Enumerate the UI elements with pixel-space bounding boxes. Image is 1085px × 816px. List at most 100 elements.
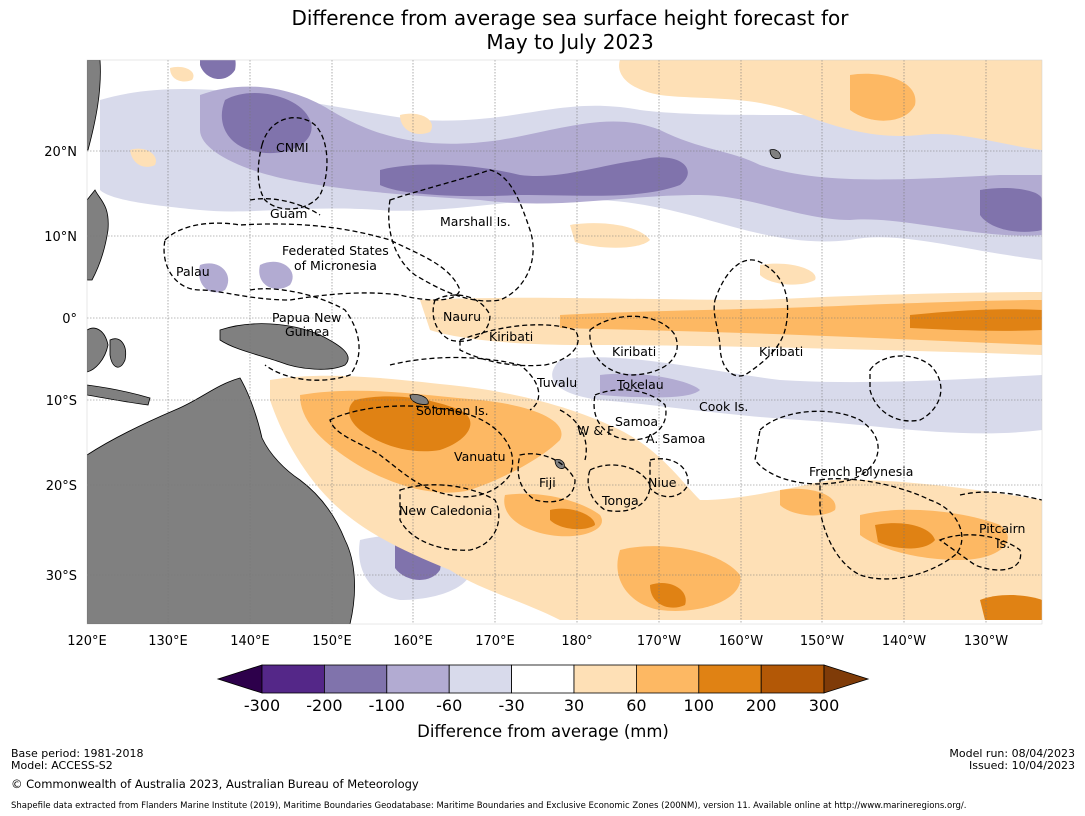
- hawaii-landmass: [769, 149, 781, 159]
- x-tick: 120°E: [67, 634, 107, 649]
- region-label-nauru: Nauru: [443, 309, 481, 324]
- x-axis-ticks: 120°E 130°E 140°E 150°E 160°E 170°E 180°…: [67, 634, 1008, 649]
- region-labels: CNMI Guam Marshall Is. Federated States …: [176, 140, 1025, 551]
- region-label-png-line2: Guinea: [285, 324, 329, 339]
- y-tick: 10°N: [44, 230, 77, 245]
- title-line-2: May to July 2023: [486, 30, 654, 54]
- chart-title: Difference from average sea surface heig…: [0, 6, 1085, 54]
- region-label-cnmi: CNMI: [276, 140, 309, 155]
- x-tick: 140°E: [230, 634, 270, 649]
- colorbar: [216, 664, 870, 694]
- colorbar-tick: 300: [809, 696, 840, 715]
- region-label-kiribati-east: Kiribati: [759, 344, 803, 359]
- asia-landmass: [87, 60, 101, 151]
- colorbar-tick: -300: [244, 696, 280, 715]
- region-label-png-line1: Papua New: [272, 310, 341, 325]
- footer-model-info: Base period: 1981-2018 Model: ACCESS-S2: [11, 748, 143, 772]
- y-tick: 20°S: [46, 479, 77, 494]
- y-tick: 0°: [62, 312, 77, 327]
- y-tick: 10°S: [46, 394, 77, 409]
- new-guinea-landmass: [219, 323, 349, 370]
- colorbar-under-arrow: [216, 664, 263, 694]
- base-period: Base period: 1981-2018: [11, 747, 144, 760]
- colorbar-tick: -30: [499, 696, 525, 715]
- region-label-cook-islands: Cook Is.: [699, 399, 748, 414]
- borneo-landmass: [87, 327, 109, 373]
- colorbar-tick: 30: [564, 696, 584, 715]
- issued-date: Issued: 10/04/2023: [968, 759, 1075, 772]
- colorbar-swatch: [386, 664, 450, 694]
- x-tick: 130°W: [964, 634, 1008, 649]
- x-tick: 140°W: [882, 634, 926, 649]
- region-label-pitcairn-line1: Pitcairn: [979, 521, 1025, 536]
- region-label-marshall-islands: Marshall Is.: [440, 214, 511, 229]
- eez-boundaries: [163, 117, 1042, 580]
- model-run-date: Model run: 08/04/2023: [949, 747, 1075, 760]
- region-label-new-caledonia: New Caledonia: [399, 503, 492, 518]
- colorbar-tick: 60: [626, 696, 646, 715]
- map-area: CNMI Guam Marshall Is. Federated States …: [87, 60, 1042, 624]
- x-tick: 170°W: [637, 634, 681, 649]
- region-label-tokelau: Tokelau: [616, 377, 664, 392]
- title-line-1: Difference from average sea surface heig…: [291, 6, 849, 30]
- colorbar-tick: -200: [306, 696, 342, 715]
- philippines-landmass: [87, 189, 109, 281]
- colorbar-swatch: [698, 664, 762, 694]
- region-label-guam: Guam: [270, 206, 307, 221]
- colorbar-swatch: [760, 664, 825, 694]
- y-tick: 30°S: [46, 569, 77, 584]
- model-name: Model: ACCESS-S2: [11, 759, 113, 772]
- gridlines: [87, 60, 1042, 624]
- colorbar-tick: -100: [369, 696, 405, 715]
- colorbar-swatch: [323, 664, 388, 694]
- region-label-niue: Niue: [648, 475, 677, 490]
- sulawesi-landmass: [109, 338, 127, 368]
- region-label-pitcairn-line2: Is.: [996, 536, 1010, 551]
- land-masses: [87, 60, 781, 624]
- australia-landmass: [87, 377, 355, 624]
- colorbar-title: Difference from average (mm): [417, 722, 669, 741]
- colorbar-swatch: [511, 664, 575, 694]
- region-label-tuvalu: Tuvalu: [536, 375, 577, 390]
- java-landmass: [87, 384, 151, 406]
- positive-anomaly-shading: [130, 60, 1042, 620]
- region-label-micronesia-line2: of Micronesia: [294, 258, 377, 273]
- negative-anomaly-shading: [100, 60, 1042, 608]
- x-tick: 130°E: [148, 634, 188, 649]
- x-tick: 150°E: [312, 634, 352, 649]
- footer-run-info: Model run: 08/04/2023 Issued: 10/04/2023: [949, 748, 1075, 772]
- region-label-american-samoa: A. Samoa: [646, 431, 705, 446]
- x-tick: 150°W: [800, 634, 844, 649]
- region-label-vanuatu: Vanuatu: [454, 449, 506, 464]
- map-frame: [86, 59, 1043, 625]
- colorbar-swatch: [636, 664, 700, 694]
- colorbar-tick: -60: [436, 696, 462, 715]
- region-label-french-polynesia: French Polynesia: [809, 464, 913, 479]
- region-label-solomon-islands: Solomon Is.: [416, 403, 489, 418]
- y-tick: 20°N: [44, 145, 77, 160]
- shapefile-credit: Shapefile data extracted from Flanders M…: [11, 801, 967, 811]
- region-label-kiribati-central: Kiribati: [612, 344, 656, 359]
- region-label-fiji: Fiji: [539, 475, 556, 490]
- colorbar-tick: 200: [746, 696, 777, 715]
- x-tick: 170°E: [475, 634, 515, 649]
- copyright-notice: © Commonwealth of Australia 2023, Austra…: [11, 777, 419, 791]
- colorbar-swatch: [261, 664, 325, 694]
- colorbar-ticks: -300 -200 -100 -60 -30 30 60 100 200 300: [244, 696, 839, 715]
- colorbar-tick: 100: [684, 696, 715, 715]
- colorbar-swatch: [573, 664, 637, 694]
- x-tick: 160°E: [393, 634, 433, 649]
- region-label-micronesia-line1: Federated States: [282, 243, 389, 258]
- x-tick: 180°: [561, 634, 592, 649]
- region-label-wallis-futuna: W & F: [577, 423, 614, 438]
- colorbar-over-arrow: [823, 664, 870, 694]
- x-tick: 160°W: [719, 634, 763, 649]
- region-label-kiribati-west: Kiribati: [489, 329, 533, 344]
- new-zealand-landmass: [554, 459, 565, 469]
- colorbar-swatch: [448, 664, 513, 694]
- region-label-samoa: Samoa: [615, 414, 658, 429]
- region-label-tonga: Tonga: [601, 493, 639, 508]
- y-axis-ticks: 20°N 10°N 0° 10°S 20°S 30°S: [44, 145, 77, 584]
- region-label-palau: Palau: [176, 264, 210, 279]
